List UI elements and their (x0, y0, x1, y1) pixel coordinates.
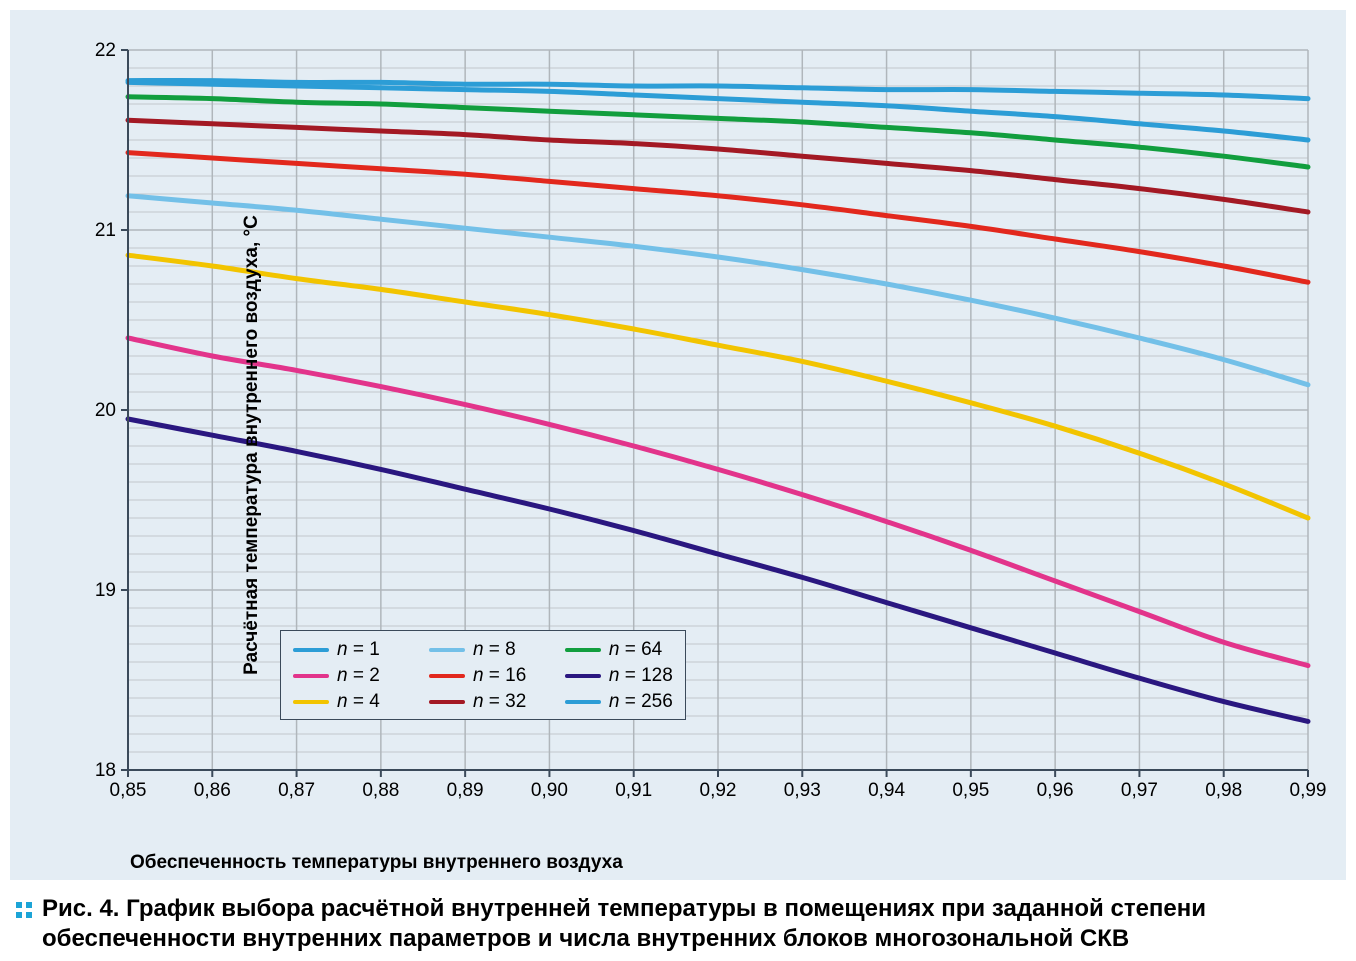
x-tick-label: 0,99 (1290, 780, 1327, 802)
page: Расчётная температура внутреннего воздух… (0, 0, 1356, 961)
legend-swatch (565, 700, 601, 704)
legend-item-n8: n = 8 (429, 639, 537, 661)
legend-swatch (429, 700, 465, 704)
legend-label: n = 16 (473, 665, 526, 687)
y-tick-label: 20 (95, 400, 116, 422)
x-axis-title: Обеспеченность температуры внутреннего в… (130, 852, 623, 874)
legend-label: n = 32 (473, 691, 526, 713)
legend-item-n16: n = 16 (429, 665, 537, 687)
legend-item-n64: n = 64 (565, 639, 673, 661)
x-tick-label: 0,85 (110, 780, 147, 802)
caption-text: Рис. 4. График выбора расчётной внутренн… (42, 894, 1320, 954)
legend-swatch (293, 674, 329, 678)
x-tick-label: 0,86 (194, 780, 231, 802)
legend-swatch (565, 674, 601, 678)
x-tick-label: 0,87 (278, 780, 315, 802)
legend-item-n2: n = 2 (293, 665, 401, 687)
legend-label: n = 256 (609, 691, 673, 713)
x-tick-label: 0,98 (1205, 780, 1242, 802)
legend-item-n128: n = 128 (565, 665, 673, 687)
figure-caption: Рис. 4. График выбора расчётной внутренн… (0, 880, 1336, 954)
x-tick-label: 0,92 (700, 780, 737, 802)
y-tick-label: 21 (95, 220, 116, 242)
y-tick-label: 22 (95, 40, 116, 62)
legend-item-n256: n = 256 (565, 691, 673, 713)
legend-label: n = 128 (609, 665, 673, 687)
legend-swatch (429, 674, 465, 678)
chart-container: Расчётная температура внутреннего воздух… (10, 10, 1346, 880)
x-tick-label: 0,90 (531, 780, 568, 802)
x-tick-label: 0,97 (1121, 780, 1158, 802)
legend-swatch (293, 700, 329, 704)
legend-item-n1: n = 1 (293, 639, 401, 661)
x-tick-label: 0,91 (615, 780, 652, 802)
figure-body: График выбора расчётной внутренней темпе… (42, 895, 1206, 952)
legend: n = 1 n = 8 n = 64 n = 2 n = 16 n = 128 n = 4 n… (280, 630, 686, 720)
x-tick-label: 0,96 (1037, 780, 1074, 802)
legend-label: n = 64 (609, 639, 662, 661)
legend-label: n = 8 (473, 639, 516, 661)
caption-bullet-icon (16, 902, 32, 918)
legend-item-n32: n = 32 (429, 691, 537, 713)
legend-item-n4: n = 4 (293, 691, 401, 713)
legend-swatch (429, 648, 465, 652)
legend-label: n = 1 (337, 639, 380, 661)
legend-swatch (293, 648, 329, 652)
y-tick-label: 19 (95, 580, 116, 602)
legend-label: n = 2 (337, 665, 380, 687)
x-tick-label: 0,89 (447, 780, 484, 802)
y-axis-title: Расчётная температура внутреннего воздух… (241, 215, 263, 675)
x-tick-label: 0,95 (952, 780, 989, 802)
figure-label: Рис. 4. (42, 895, 119, 922)
x-tick-label: 0,94 (868, 780, 905, 802)
legend-swatch (565, 648, 601, 652)
x-tick-label: 0,88 (362, 780, 399, 802)
x-tick-label: 0,93 (784, 780, 821, 802)
y-tick-label: 18 (95, 760, 116, 782)
legend-label: n = 4 (337, 691, 380, 713)
